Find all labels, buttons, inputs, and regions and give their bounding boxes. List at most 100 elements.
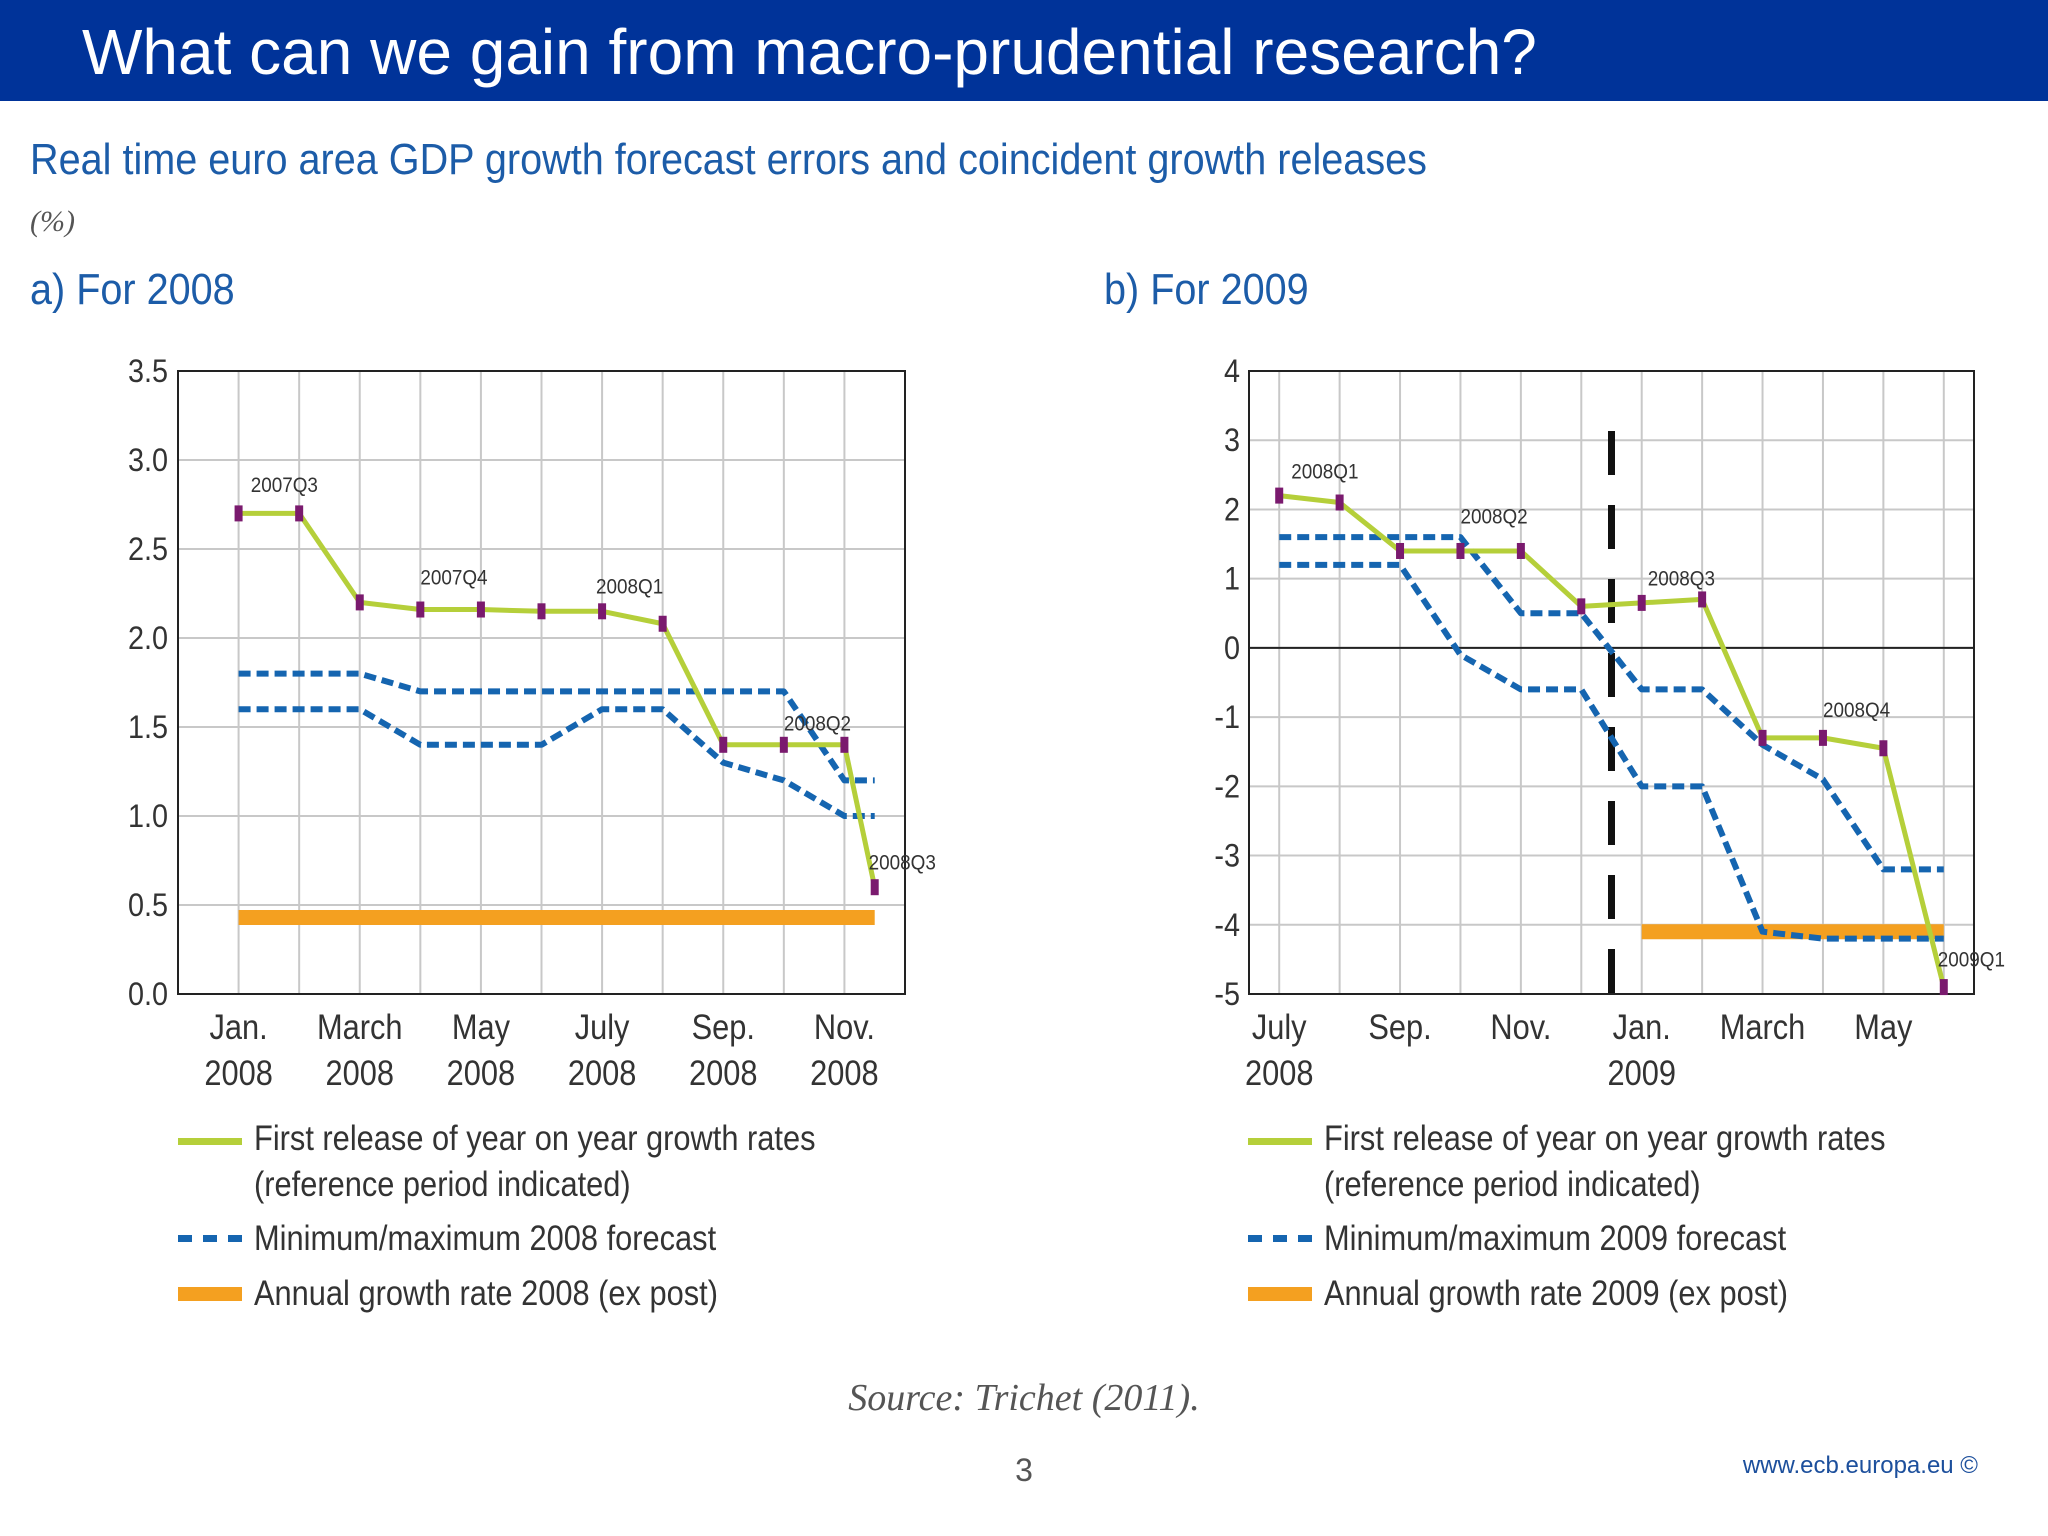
data-point-marker — [1818, 729, 1827, 746]
reference-period-label: 2008Q3 — [1648, 568, 1715, 591]
data-point-marker — [719, 736, 728, 753]
y-tick-label: 2 — [1224, 492, 1240, 528]
reference-period-label: 2008Q2 — [1460, 505, 1527, 528]
y-tick-label: 0.0 — [128, 977, 168, 1013]
series-forecast-max — [1279, 534, 1944, 873]
legend-label: Annual growth rate 2008 (ex post) — [254, 1274, 718, 1313]
data-point-marker — [1577, 598, 1586, 615]
legend-label: Minimum/maximum 2009 forecast — [1324, 1219, 1787, 1258]
x-tick-label: Sep. — [692, 1007, 755, 1046]
x-tick-label: Nov. — [814, 1007, 875, 1046]
x-tick-label: July — [575, 1007, 630, 1046]
legend-label: First release of year on year growth rat… — [254, 1119, 816, 1158]
reference-period-label: 2008Q3 — [869, 852, 936, 875]
data-point-marker — [1879, 740, 1888, 757]
data-point-marker — [1698, 591, 1707, 608]
legend-label: (reference period indicated) — [1324, 1165, 1701, 1204]
data-point-marker — [1637, 594, 1646, 611]
y-tick-label: 1.0 — [128, 799, 168, 835]
x-tick-label: May — [1854, 1007, 1913, 1046]
data-point-marker — [416, 601, 425, 618]
x-tick-label: Sep. — [1368, 1007, 1431, 1046]
x-tick-label: 2008 — [1245, 1053, 1313, 1092]
reference-period-label: 2009Q1 — [1938, 948, 2005, 971]
x-tick-label: March — [1720, 1007, 1806, 1046]
y-tick-label: 3.0 — [128, 443, 168, 479]
x-tick-label: 2008 — [326, 1053, 394, 1092]
plot-frame — [1248, 370, 1975, 995]
y-tick-label: 0.5 — [128, 888, 168, 924]
legend-swatch-blue-dashed — [178, 1235, 242, 1242]
y-tick-label: -2 — [1214, 769, 1240, 805]
chart-panel-b: -5 -4 -3 -2 -1 0 1 2 3 4 July 2008 Sep. Nov. Jan. 2009 M… — [1214, 354, 2005, 1093]
y-tick-label: 4 — [1224, 354, 1240, 390]
website-link[interactable]: www.ecb.europa.eu © — [1742, 1452, 1978, 1479]
data-point-marker — [1275, 487, 1284, 504]
figure-unit: (%) — [30, 205, 75, 238]
slide-title: What can we gain from macro-prudential r… — [82, 16, 1537, 88]
data-point-marker — [1396, 542, 1405, 559]
series-forecast-min — [1279, 561, 1944, 942]
data-point-marker — [1516, 542, 1525, 559]
data-point-marker — [779, 736, 788, 753]
x-tick-label: 2008 — [568, 1053, 636, 1092]
reference-period-label: 2008Q4 — [1823, 699, 1890, 722]
x-tick-label: Jan. — [1613, 1007, 1671, 1046]
panel-a-title: a) For 2008 — [30, 265, 235, 314]
legend-label: Annual growth rate 2009 (ex post) — [1324, 1274, 1788, 1313]
x-tick-label: Jan. — [209, 1007, 267, 1046]
x-tick-label: 2008 — [810, 1053, 878, 1092]
data-point-marker — [870, 879, 879, 896]
x-tick-label: 2008 — [689, 1053, 757, 1092]
y-tick-label: 1 — [1224, 561, 1240, 597]
data-point-marker — [537, 603, 546, 620]
series-first-release — [238, 510, 878, 888]
series-forecast-min — [238, 706, 875, 819]
y-tick-label: -3 — [1214, 838, 1240, 874]
x-tick-label: May — [452, 1007, 511, 1046]
data-point-marker — [476, 601, 485, 618]
legend-label: (reference period indicated) — [254, 1165, 631, 1204]
y-tick-label: 3.5 — [128, 354, 168, 390]
legend-swatch-orange-bar — [178, 1287, 242, 1301]
reference-period-label: 2008Q1 — [1291, 460, 1358, 483]
x-tick-label: Nov. — [1490, 1007, 1551, 1046]
page-number: 3 — [1015, 1452, 1033, 1488]
x-tick-label: 2009 — [1607, 1053, 1675, 1092]
data-point-marker — [355, 594, 364, 611]
y-tick-label: -1 — [1214, 700, 1240, 736]
data-point-marker — [1335, 494, 1344, 511]
header-bar — [0, 0, 2048, 101]
legend-swatch-green-line — [1248, 1138, 1312, 1145]
x-tick-label: March — [317, 1007, 403, 1046]
legend-label: First release of year on year growth rat… — [1324, 1119, 1886, 1158]
series-first-release — [1278, 493, 1947, 988]
reference-period-label: 2007Q3 — [251, 474, 318, 497]
reference-period-label: 2008Q2 — [784, 713, 851, 736]
data-point-marker — [598, 603, 607, 620]
data-point-marker — [1456, 542, 1465, 559]
y-tick-label: -4 — [1214, 907, 1240, 943]
legend-swatch-orange-bar — [1248, 1287, 1312, 1301]
x-tick-label: July — [1252, 1007, 1307, 1046]
y-tick-label: -5 — [1214, 977, 1240, 1013]
legend-swatch-green-line — [178, 1138, 242, 1145]
data-point-marker — [658, 615, 667, 632]
y-tick-label: 2.0 — [128, 621, 168, 657]
y-tick-label: 0 — [1224, 631, 1240, 667]
x-tick-label: 2008 — [447, 1053, 515, 1092]
series-forecast-max — [238, 670, 875, 784]
data-point-marker — [234, 505, 243, 522]
y-tick-label: 3 — [1224, 423, 1240, 459]
x-tick-label: 2008 — [204, 1053, 272, 1092]
plot-frame — [177, 370, 906, 995]
panel-b-title: b) For 2009 — [1104, 265, 1309, 314]
data-point-marker — [295, 505, 304, 522]
figure-title: Real time euro area GDP growth forecast … — [30, 135, 1427, 184]
y-tick-label: 2.5 — [128, 532, 168, 568]
data-point-marker — [1939, 979, 1948, 996]
legend-label: Minimum/maximum 2008 forecast — [254, 1219, 717, 1258]
chart-panel-a: 0.0 0.5 1.0 1.5 2.0 2.5 3.0 3.5 Jan. 2008 March 200… — [128, 354, 936, 1093]
reference-period-label: 2008Q1 — [596, 576, 663, 599]
reference-period-label: 2007Q4 — [420, 567, 487, 590]
